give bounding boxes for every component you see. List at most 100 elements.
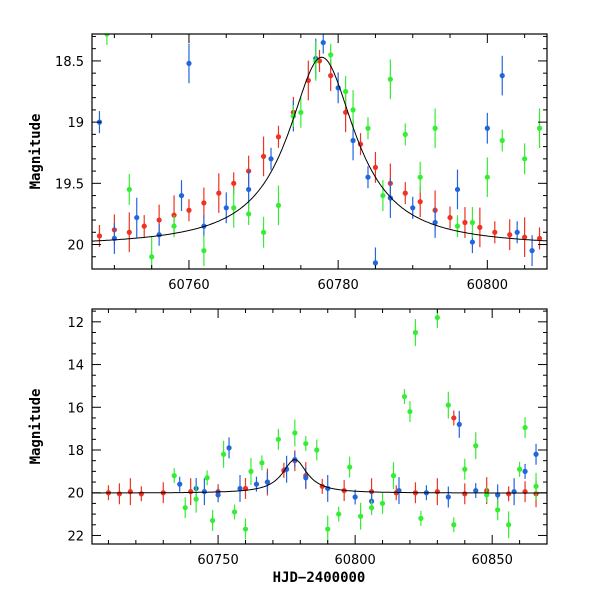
top-blue-point <box>529 248 535 254</box>
top-green-point <box>536 125 543 131</box>
bottom-blue-point <box>473 487 479 494</box>
bottom-red-point <box>188 489 194 495</box>
top-panel-zoom: 60760 60780 60800 18.5 19 19.5 20 Magnitude <box>28 33 548 293</box>
top-red-point <box>156 217 162 223</box>
top-green-point <box>499 137 505 144</box>
bottom-panel-model-curve <box>92 459 547 494</box>
top-green-point <box>402 131 408 137</box>
top-green-point <box>522 156 528 162</box>
bottom-blue-point <box>396 487 402 494</box>
bottom-blue-point <box>177 481 183 487</box>
top-y-tick-label: 19 <box>67 116 84 131</box>
bottom-green-point <box>210 517 216 524</box>
bottom-green-point <box>516 466 523 472</box>
bottom-green-point <box>220 451 227 457</box>
bottom-green-point <box>303 440 309 447</box>
top-blue-point <box>246 186 252 193</box>
bottom-red-point <box>138 491 144 497</box>
bottom-blue-point <box>284 466 290 472</box>
bottom-red-point <box>116 491 123 497</box>
top-green-point <box>380 192 386 199</box>
top-blue-point <box>178 192 185 199</box>
top-green-point <box>417 174 423 180</box>
bottom-blue-point <box>253 481 260 487</box>
top-green-point <box>387 76 393 82</box>
top-green-point <box>469 219 476 226</box>
top-red-point <box>536 235 543 242</box>
top-blue-point <box>268 156 274 162</box>
bottom-red-point <box>434 489 440 495</box>
bottom-green-point <box>325 526 331 532</box>
top-red-point <box>275 134 282 140</box>
bottom-red-point <box>506 491 512 497</box>
bottom-green-point <box>473 443 479 449</box>
bottom-red-point <box>451 415 457 421</box>
top-blue-point <box>365 174 371 180</box>
bottom-x-tick-label: 60750 <box>197 553 238 568</box>
bottom-panel-full: 60750 60800 60850 12 14 16 18 20 22 Magnitude HJ… <box>28 308 548 586</box>
top-panel-model-curve <box>92 56 547 242</box>
bottom-panel-ticks: 60750 60800 60850 12 14 16 18 20 22 <box>67 309 548 568</box>
bottom-green-point <box>533 483 539 489</box>
bottom-blue-point <box>522 468 528 474</box>
top-x-tick-label: 60800 <box>467 278 508 293</box>
top-red-point <box>462 219 468 226</box>
top-panel-data-points <box>96 34 543 269</box>
bottom-panel-frame <box>91 308 548 545</box>
bottom-green-point <box>418 515 424 521</box>
bottom-blue-point <box>264 479 271 485</box>
bottom-green-point <box>390 473 397 479</box>
bottom-green-point <box>484 492 490 498</box>
bottom-green-point <box>368 505 375 511</box>
bottom-green-point <box>451 522 457 528</box>
top-red-point <box>372 164 379 171</box>
bottom-red-point <box>462 491 468 497</box>
top-blue-point <box>320 39 326 46</box>
top-blue-point <box>134 214 140 221</box>
bottom-x-tick-label: 60850 <box>472 553 513 568</box>
top-red-point <box>328 73 334 79</box>
bottom-blue-point <box>456 421 462 427</box>
bottom-green-point <box>522 424 528 431</box>
bottom-green-point <box>445 402 451 408</box>
bottom-green-point <box>358 513 364 519</box>
bottom-green-point <box>242 526 249 532</box>
top-green-point <box>260 229 267 235</box>
top-green-point <box>275 202 282 208</box>
top-x-tick-label: 60780 <box>317 278 358 293</box>
top-red-point <box>260 153 267 159</box>
bottom-green-point <box>259 460 265 466</box>
top-blue-point <box>156 232 162 238</box>
top-red-point <box>402 190 408 196</box>
top-blue-point <box>432 219 438 226</box>
top-y-tick-label: 20 <box>67 239 84 254</box>
top-green-point <box>126 186 132 193</box>
bottom-green-point <box>506 522 512 528</box>
bottom-green-point <box>292 430 298 436</box>
top-panel-ticks: 60760 60780 60800 18.5 19 19.5 20 <box>55 34 547 293</box>
top-green-point <box>454 223 461 229</box>
top-blue-point <box>387 195 393 201</box>
top-green-point <box>246 211 252 217</box>
bottom-blue-point <box>445 494 451 500</box>
top-blue-point <box>223 205 229 211</box>
top-red-point <box>447 214 453 221</box>
top-red-point <box>507 232 513 238</box>
bottom-y-tick-label: 12 <box>67 316 84 331</box>
bottom-y-axis-label: Magnitude <box>28 389 44 465</box>
top-blue-point <box>454 186 461 193</box>
bottom-y-tick-label: 20 <box>67 487 84 502</box>
bottom-blue-point <box>352 494 358 500</box>
bottom-green-point <box>171 473 177 479</box>
top-green-point <box>484 174 490 180</box>
top-green-point <box>432 125 438 131</box>
top-red-point <box>231 180 237 186</box>
top-blue-point <box>469 239 476 245</box>
bottom-y-tick-label: 16 <box>67 401 84 416</box>
top-green-point <box>171 223 177 229</box>
top-red-point <box>171 212 177 218</box>
bottom-green-point <box>347 464 353 470</box>
bottom-red-point <box>127 489 133 495</box>
bottom-green-point <box>434 314 440 321</box>
bottom-green-point <box>248 468 254 474</box>
